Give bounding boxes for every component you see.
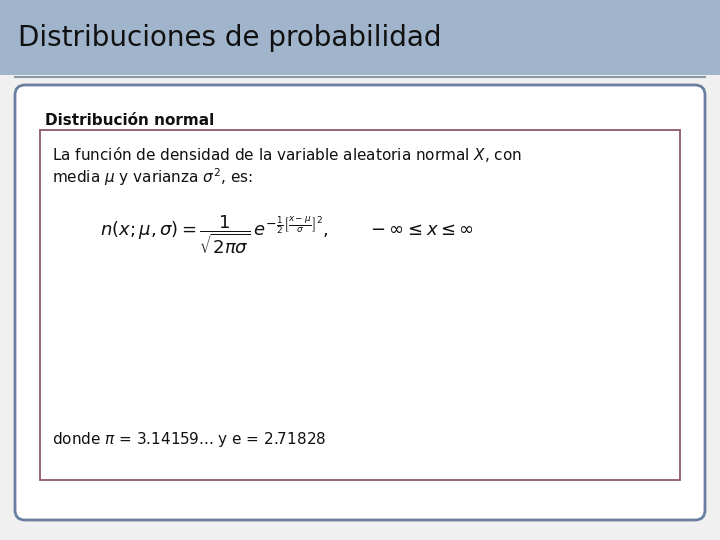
Text: donde $\pi$ = 3.14159... y e = 2.71828: donde $\pi$ = 3.14159... y e = 2.71828 bbox=[52, 430, 326, 449]
Text: media $\mu$ y varianza $\sigma^2$, es:: media $\mu$ y varianza $\sigma^2$, es: bbox=[52, 166, 253, 188]
FancyBboxPatch shape bbox=[40, 130, 680, 480]
FancyBboxPatch shape bbox=[15, 85, 705, 520]
Text: $n(x;\mu,\sigma) = \dfrac{1}{\sqrt{2\pi\sigma}}\,e^{-\frac{1}{2}\left[\frac{x-\m: $n(x;\mu,\sigma) = \dfrac{1}{\sqrt{2\pi\… bbox=[100, 214, 474, 256]
FancyBboxPatch shape bbox=[0, 0, 720, 75]
Text: Distribución normal: Distribución normal bbox=[45, 113, 215, 128]
Text: Distribuciones de probabilidad: Distribuciones de probabilidad bbox=[18, 24, 441, 51]
Text: La función de densidad de la variable aleatoria normal $X$, con: La función de densidad de la variable al… bbox=[52, 145, 522, 164]
